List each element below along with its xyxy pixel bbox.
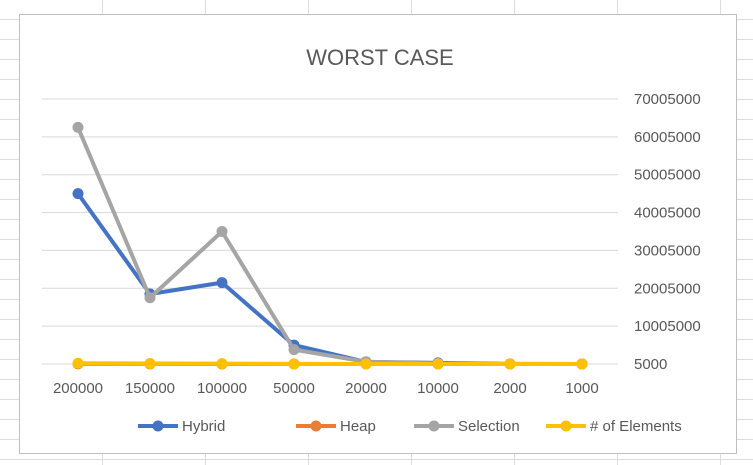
legend[interactable]: Hybrid Heap Selection # of Elements	[138, 418, 682, 435]
series-hybrid[interactable]	[72, 188, 588, 370]
data-point[interactable]	[216, 226, 228, 238]
x-tick-label: 50000	[273, 380, 315, 397]
legend-swatch-marker	[428, 420, 440, 432]
y-tick-label: 60005000	[634, 129, 701, 146]
series-selection[interactable]	[72, 121, 588, 370]
data-point[interactable]	[432, 358, 444, 370]
y-tick-label: 30005000	[634, 242, 701, 259]
legend-label: # of Elements	[590, 418, 682, 435]
legend-swatch-marker	[560, 420, 572, 432]
y-tick-label: 50005000	[634, 167, 701, 184]
data-point[interactable]	[144, 357, 156, 369]
data-point[interactable]	[72, 188, 84, 200]
legend-item[interactable]: # of Elements	[546, 418, 682, 435]
data-point[interactable]	[360, 358, 372, 370]
legend-item[interactable]: Selection	[414, 418, 520, 435]
series-lines	[72, 121, 588, 370]
data-point[interactable]	[144, 292, 156, 304]
series-line	[76, 361, 584, 367]
data-point[interactable]	[72, 121, 84, 133]
y-axis-ticks: 5000 10005000 20005000 30005000 40005000 5000…	[634, 91, 701, 373]
y-tick-label: 40005000	[634, 205, 701, 222]
data-point[interactable]	[72, 357, 84, 369]
series--of-elements[interactable]	[72, 357, 588, 370]
data-point[interactable]	[288, 358, 300, 370]
x-tick-label: 1000	[565, 380, 598, 397]
x-tick-label: 200000	[53, 380, 103, 397]
gridlines	[42, 98, 618, 365]
x-tick-label: 10000	[417, 380, 459, 397]
line-chart: WORST CASE 5000 10005000 20005000 30005000 4…	[42, 45, 701, 435]
legend-swatch-marker	[152, 420, 164, 432]
x-tick-label: 2000	[493, 380, 526, 397]
chart-title: WORST CASE	[306, 45, 454, 70]
data-point[interactable]	[216, 277, 228, 289]
legend-label: Selection	[458, 418, 520, 435]
data-point[interactable]	[504, 358, 516, 370]
legend-item[interactable]: Hybrid	[138, 418, 225, 435]
chart-area[interactable]: WORST CASE 5000 10005000 20005000 30005000 4…	[19, 14, 737, 454]
legend-item[interactable]: Heap	[296, 418, 376, 435]
x-tick-label: 100000	[197, 380, 247, 397]
legend-label: Hybrid	[182, 418, 225, 435]
series-line	[76, 191, 584, 366]
series-line	[76, 125, 584, 367]
data-point[interactable]	[576, 358, 588, 370]
x-tick-label: 20000	[345, 380, 387, 397]
data-point[interactable]	[216, 358, 228, 370]
y-tick-label: 70005000	[634, 91, 701, 108]
y-tick-label: 10005000	[634, 318, 701, 335]
x-tick-label: 150000	[125, 380, 175, 397]
x-axis-ticks: 200000 150000 100000 50000 20000 10000 2000 100…	[53, 380, 599, 397]
legend-label: Heap	[340, 418, 376, 435]
y-tick-label: 20005000	[634, 280, 701, 297]
y-tick-label: 5000	[634, 356, 667, 373]
legend-swatch-marker	[310, 420, 322, 432]
data-point[interactable]	[288, 344, 300, 356]
